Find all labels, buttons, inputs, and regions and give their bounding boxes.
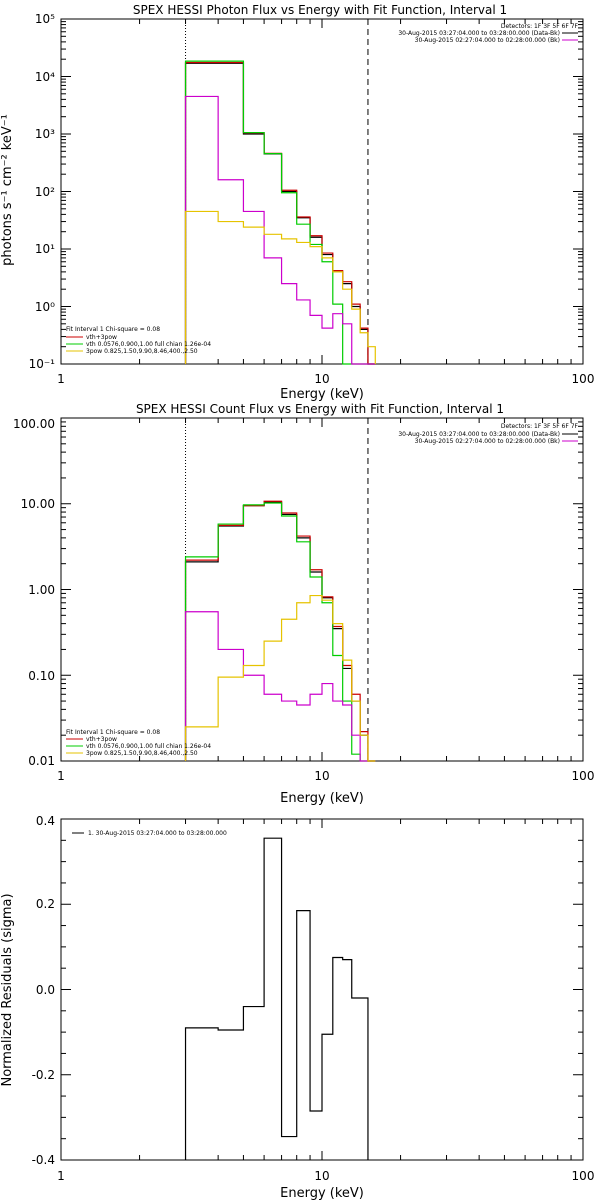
panel1-x-ticks: [60, 19, 572, 364]
panel2-series-line: [184, 500, 376, 762]
panel1-y-tick-label: 10⁻¹: [29, 357, 56, 371]
panel3-x-axis-label: Energy (keV): [280, 1186, 364, 1200]
panel2-y-tick-label: 100.00: [13, 417, 55, 431]
panel2-x-ticks: [60, 418, 572, 761]
panel3-series: [184, 837, 369, 1160]
panel1-background-interval-text: 30-Aug-2015 02:27:04.000 to 02:28:00.000…: [415, 37, 560, 44]
panel3-series-line: [184, 837, 369, 1160]
panel2-fit-summary: Fit Interval 1 Chi-square = 0.08: [66, 729, 160, 736]
panel2-background-interval-text: 30-Aug-2015 02:27:04.000 to 02:28:00.000…: [415, 438, 560, 445]
panel3-legend-entry: 1. 30-Aug-2015 03:27:04.000 to 03:28:00.…: [88, 830, 227, 837]
panel3-y-tick-label: -0.2: [32, 1068, 55, 1082]
panel1-title: SPEX HESSI Photon Flux vs Energy with Fi…: [133, 3, 507, 17]
panel1-y-ticks: [61, 18, 583, 365]
panel1-fit-summary: Fit Interval 1 Chi-square = 0.08: [66, 326, 160, 333]
panel3-x-tick-label: 10: [314, 1169, 329, 1183]
panel1-series-line: [184, 62, 376, 365]
panel1-series-line: [184, 60, 376, 365]
panel3-y-tick-label: 0.4: [36, 814, 55, 828]
panel1-series-line: [184, 210, 376, 364]
panel2-x-tick-label: 1: [57, 769, 65, 783]
panel3-x-tick-label: 1: [57, 1169, 65, 1183]
panel2-data-interval-text: 30-Aug-2015 03:27:04.000 to 03:28:00.000…: [398, 431, 560, 438]
panel2-reference-lines: [185, 418, 369, 761]
photon-flux-panel: SPEX HESSI Photon Flux vs Energy with Fi…: [0, 3, 594, 402]
panel2-detectors-text: Detectors: 1F 3F 5F 6F 7F: [501, 423, 579, 430]
panel2-x-axis-label: Energy (keV): [280, 791, 364, 806]
residuals-panel: -0.4 -0.2 0.0 0.2 0.4 1 10 100 Energy (k…: [0, 814, 594, 1200]
panel1-x-tick-label: 1: [57, 372, 65, 386]
panel1-legend-entry: 3pow 0.825,1.50,9.90,8.46,400.,2.50: [86, 348, 198, 355]
panel1-legend-entry: vth+3pow: [86, 334, 117, 341]
panel2-legend-entry: 3pow 0.825,1.50,9.90,8.46,400.,2.50: [86, 750, 198, 757]
panel2-legend-entry: vth 0.0576,0.900,1.00 full chian 1.26e-0…: [86, 743, 211, 750]
panel1-x-tick-label: 100: [572, 372, 595, 386]
panel2-series: [184, 500, 376, 762]
panel2-x-tick-label: 100: [572, 769, 595, 783]
panel1-legend-entry: vth 0.0576,0.900,1.00 full chian 1.26e-0…: [86, 341, 211, 348]
panel1-y-tick-label: 10⁰: [35, 300, 55, 314]
panel1-detectors-text: Detectors: 1F 3F 5F 6F 7F: [501, 23, 579, 30]
panel2-series-line: [184, 611, 376, 762]
panel1-y-tick-label: 10¹: [35, 242, 55, 256]
panel2-series-line: [184, 501, 376, 762]
panel2-y-ticks: [61, 417, 583, 762]
panel1-y-tick-label: 10³: [35, 127, 55, 141]
panel3-x-ticks: [60, 819, 572, 1160]
panel3-y-ticks: [61, 818, 583, 1161]
panel1-x-axis-label: Energy (keV): [280, 387, 364, 402]
panel3-y-axis-label: Normalized Residuals (sigma): [0, 893, 15, 1086]
panel1-y-axis-label: photons s⁻¹ cm⁻² keV⁻¹: [0, 114, 15, 266]
panel2-y-tick-label: 10.00: [21, 497, 55, 511]
panel3-y-tick-label: 0.2: [36, 897, 55, 911]
panel1-series-line: [184, 95, 376, 365]
panel2-x-tick-label: 10: [314, 769, 329, 783]
count-flux-panel: SPEX HESSI Count Flux vs Energy with Fit…: [13, 402, 594, 806]
panel1-plot-frame: [60, 18, 584, 365]
panel1-x-tick-label: 10: [314, 372, 329, 386]
panel1-series: [184, 60, 376, 365]
panel2-series-line: [184, 594, 376, 762]
panel2-y-tick-label: 1.00: [28, 583, 55, 597]
panel2-y-tick-label: 0.01: [28, 754, 55, 768]
panel2-series-line: [184, 502, 376, 762]
panel3-x-tick-label: 100: [572, 1169, 595, 1183]
panel1-y-tick-label: 10²: [35, 185, 55, 199]
panel2-legend-entry: vth+3pow: [86, 736, 117, 743]
panel3-y-tick-label: 0.0: [36, 983, 55, 997]
panel1-series-line: [184, 61, 376, 365]
panel1-data-interval-text: 30-Aug-2015 03:27:04.000 to 03:28:00.000…: [398, 30, 560, 37]
panel2-title: SPEX HESSI Count Flux vs Energy with Fit…: [136, 402, 504, 416]
panel1-y-tick-label: 10⁴: [35, 70, 55, 84]
panel3-y-tick-label: -0.4: [32, 1153, 55, 1167]
panel1-y-tick-label: 10⁵: [35, 12, 55, 26]
panel1-reference-lines: [185, 19, 369, 364]
panel2-y-tick-label: 0.10: [28, 669, 55, 683]
